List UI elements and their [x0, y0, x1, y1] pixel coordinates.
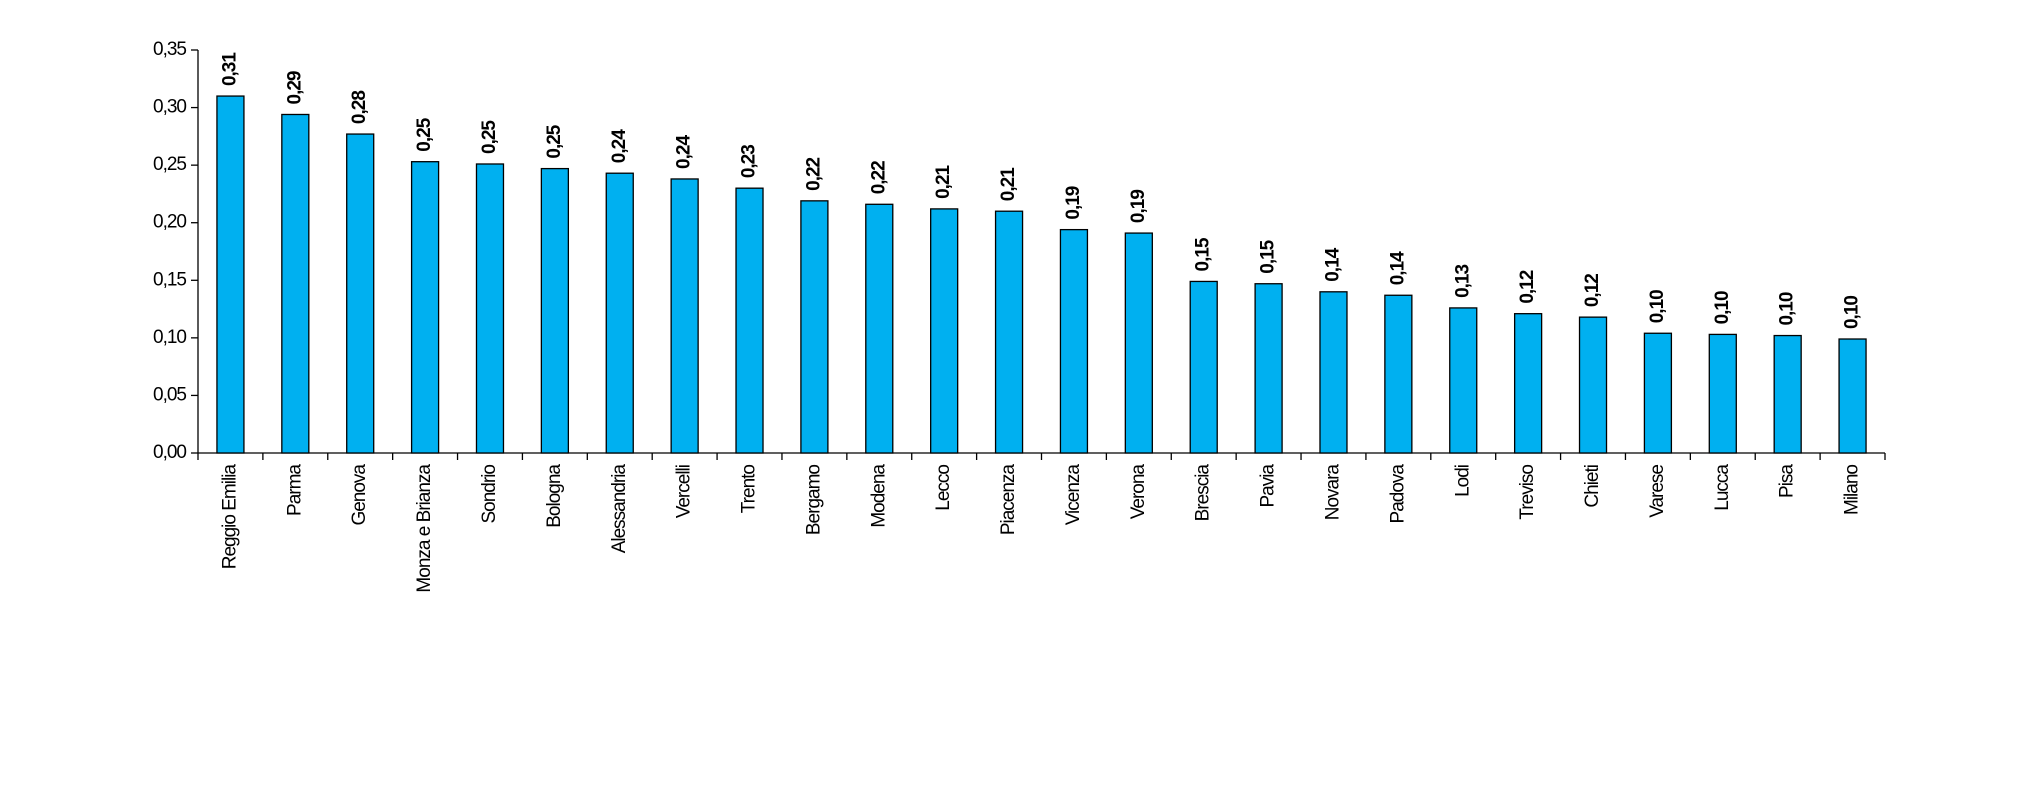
x-tick-label: Lodi	[1452, 465, 1473, 497]
x-tick-label: Milano	[1842, 465, 1863, 515]
value-label: 0,21	[998, 167, 1019, 201]
bar	[670, 178, 699, 454]
x-tick-label: Treviso	[1517, 465, 1538, 520]
bar	[1449, 307, 1478, 454]
bar	[930, 208, 959, 454]
value-label: 0,25	[479, 120, 500, 154]
value-label: 0,23	[739, 145, 760, 178]
x-tick-label: Varese	[1647, 465, 1668, 518]
x-tick-label: Pavia	[1258, 464, 1279, 508]
y-tick-label: 0,35	[153, 39, 186, 60]
x-tick-label: Genova	[349, 464, 370, 526]
bar	[1189, 280, 1218, 454]
value-label: 0,10	[1712, 291, 1733, 324]
value-label: 0,15	[1193, 237, 1214, 271]
value-label: 0,29	[284, 71, 305, 104]
value-label: 0,10	[1647, 290, 1668, 323]
y-tick-label: 0,15	[153, 269, 186, 290]
bar	[410, 161, 440, 454]
y-tick-label: 0,25	[153, 154, 186, 175]
bar	[1254, 283, 1283, 454]
x-tick-label: Vicenza	[1063, 464, 1084, 526]
x-tick-label: Trento	[739, 465, 760, 514]
y-tick-label: 0,30	[153, 97, 186, 118]
value-label: 0,12	[1517, 270, 1538, 303]
value-label: 0,14	[1387, 251, 1408, 285]
x-tick-label: Padova	[1387, 464, 1408, 524]
y-tick-label: 0,05	[153, 384, 186, 405]
x-tick-label: Piacenza	[998, 464, 1019, 536]
value-label: 0,25	[414, 117, 435, 151]
x-tick-label: Novara	[1322, 464, 1343, 521]
value-label: 0,12	[1582, 274, 1603, 307]
bar	[800, 200, 829, 454]
bar	[281, 113, 310, 454]
value-label: 0,19	[1128, 190, 1149, 223]
value-label: 0,15	[1258, 239, 1279, 273]
bar	[475, 163, 505, 454]
x-tick-label: Monza e Brianza	[414, 464, 435, 593]
value-label: 0,13	[1452, 265, 1473, 298]
bar	[735, 187, 764, 454]
value-label: 0,10	[1842, 296, 1863, 329]
x-tick-label: Alessandria	[609, 464, 630, 554]
x-tick-label: Modena	[868, 464, 889, 528]
value-label: 0,24	[609, 129, 630, 163]
value-label: 0,25	[544, 124, 565, 158]
value-label: 0,14	[1322, 247, 1343, 281]
x-tick-label: Parma	[284, 464, 305, 516]
x-tick-label: Vercelli	[674, 465, 695, 518]
bar	[1643, 332, 1673, 454]
y-tick-label: 0,00	[153, 442, 186, 463]
bar	[1773, 334, 1802, 454]
x-tick-label: Verona	[1128, 464, 1149, 520]
value-label: 0,21	[933, 164, 954, 198]
y-tick-label: 0,10	[153, 327, 186, 348]
bar	[1319, 291, 1348, 454]
bar	[994, 210, 1024, 454]
x-tick-label: Bergamo	[803, 465, 824, 536]
value-label: 0,24	[674, 135, 695, 169]
x-tick-label: Bologna	[544, 464, 565, 528]
y-tick-label: 0,20	[153, 212, 186, 233]
bar	[605, 172, 634, 454]
bar	[1059, 228, 1089, 454]
x-tick-label: Lucca	[1712, 464, 1733, 511]
value-label: 0,19	[1063, 186, 1084, 219]
value-label: 0,28	[349, 91, 370, 124]
bar	[540, 167, 570, 454]
x-tick-label: Brescia	[1193, 464, 1214, 522]
bar	[346, 133, 375, 454]
bar	[865, 203, 894, 454]
value-label: 0,31	[219, 52, 240, 86]
bar	[216, 95, 245, 454]
bar	[1578, 316, 1608, 454]
x-tick-label: Chieti	[1582, 465, 1603, 508]
value-label: 0,22	[868, 161, 889, 194]
x-tick-label: Lecco	[933, 465, 954, 511]
value-label: 0,22	[803, 157, 824, 190]
x-tick-label: Sondrio	[479, 465, 500, 524]
x-tick-label: Pisa	[1777, 464, 1798, 498]
bar	[1838, 338, 1867, 454]
bar	[1708, 333, 1737, 454]
value-label: 0,10	[1777, 292, 1798, 325]
bar	[1513, 313, 1543, 454]
bar	[1384, 294, 1413, 454]
bar	[1124, 232, 1153, 454]
x-tick-label: Reggio Emilia	[219, 464, 240, 570]
